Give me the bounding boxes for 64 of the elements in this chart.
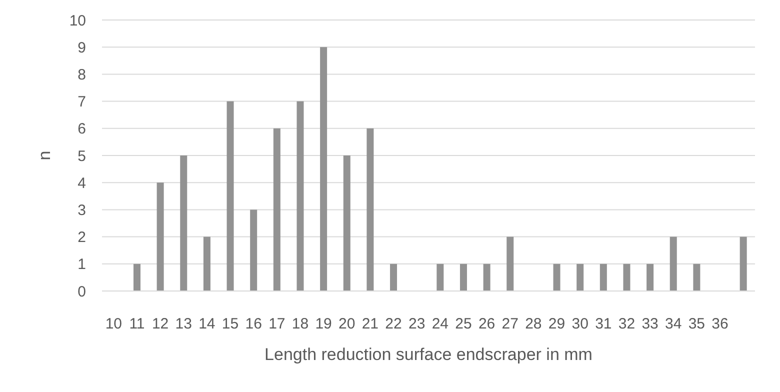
bar — [483, 264, 490, 291]
x-tick-label: 27 — [502, 315, 518, 332]
bar — [133, 264, 140, 291]
x-tick-label: 34 — [665, 315, 682, 332]
x-tick-label: 31 — [595, 315, 612, 332]
bar — [693, 264, 700, 291]
x-tick-label: 22 — [385, 315, 402, 332]
bar — [343, 156, 350, 291]
bar — [273, 128, 280, 291]
bar — [226, 101, 234, 291]
x-tick-label: 20 — [338, 315, 356, 332]
y-tick-label: 10 — [69, 12, 86, 30]
x-tick-label: 16 — [245, 315, 262, 332]
x-tick-label: 28 — [525, 315, 542, 332]
bar — [623, 264, 630, 291]
x-tick-label: 30 — [572, 315, 588, 332]
bar — [670, 236, 677, 291]
bar — [250, 210, 258, 291]
x-tick-label: 11 — [129, 315, 145, 332]
x-tick-label: 21 — [362, 315, 379, 332]
bar — [553, 264, 560, 291]
bar — [296, 101, 304, 291]
bar — [366, 128, 374, 291]
x-tick-label: 25 — [455, 315, 472, 332]
bar — [460, 264, 467, 291]
y-tick-label: 1 — [78, 256, 86, 274]
x-tick-label: 19 — [315, 315, 332, 332]
x-tick-label: 32 — [618, 315, 636, 332]
x-tick-label: 10 — [105, 315, 122, 332]
x-tick-label: 13 — [175, 315, 192, 332]
x-tick-label: 33 — [642, 315, 658, 332]
x-tick-label: 14 — [198, 315, 216, 332]
bar — [156, 182, 164, 291]
y-tick-label: 0 — [78, 283, 86, 300]
bar — [740, 236, 747, 291]
bar — [436, 264, 444, 291]
x-axis-title: Length reduction surface endscraper in mm — [264, 345, 592, 364]
x-tick-label: 17 — [268, 315, 286, 332]
bar — [203, 236, 210, 291]
y-tick-label: 3 — [78, 202, 86, 219]
x-tick-label: 23 — [408, 315, 426, 332]
bar — [576, 264, 584, 291]
y-tick-label: 7 — [78, 94, 86, 111]
bar — [600, 264, 607, 291]
x-tick-label: 24 — [432, 315, 449, 332]
bar — [390, 264, 398, 291]
y-tick-label: 2 — [78, 229, 86, 246]
bar — [180, 156, 188, 291]
x-tick-label: 15 — [222, 315, 239, 332]
y-tick-label: 4 — [78, 174, 86, 192]
bar — [646, 264, 654, 291]
x-tick-label: 18 — [292, 315, 309, 332]
bar — [320, 47, 328, 291]
x-tick-label: 12 — [152, 315, 169, 332]
x-tick-label: 35 — [688, 315, 706, 332]
y-tick-label: 5 — [78, 148, 86, 165]
x-tick-label: 36 — [712, 315, 728, 332]
y-tick-label: 6 — [78, 120, 86, 138]
y-tick-label: 9 — [78, 39, 86, 56]
bar — [506, 236, 514, 291]
y-axis-title: n — [35, 150, 54, 160]
y-tick-label: 8 — [78, 66, 86, 84]
x-tick-label: 29 — [548, 315, 566, 332]
x-tick-label: 26 — [478, 315, 496, 332]
